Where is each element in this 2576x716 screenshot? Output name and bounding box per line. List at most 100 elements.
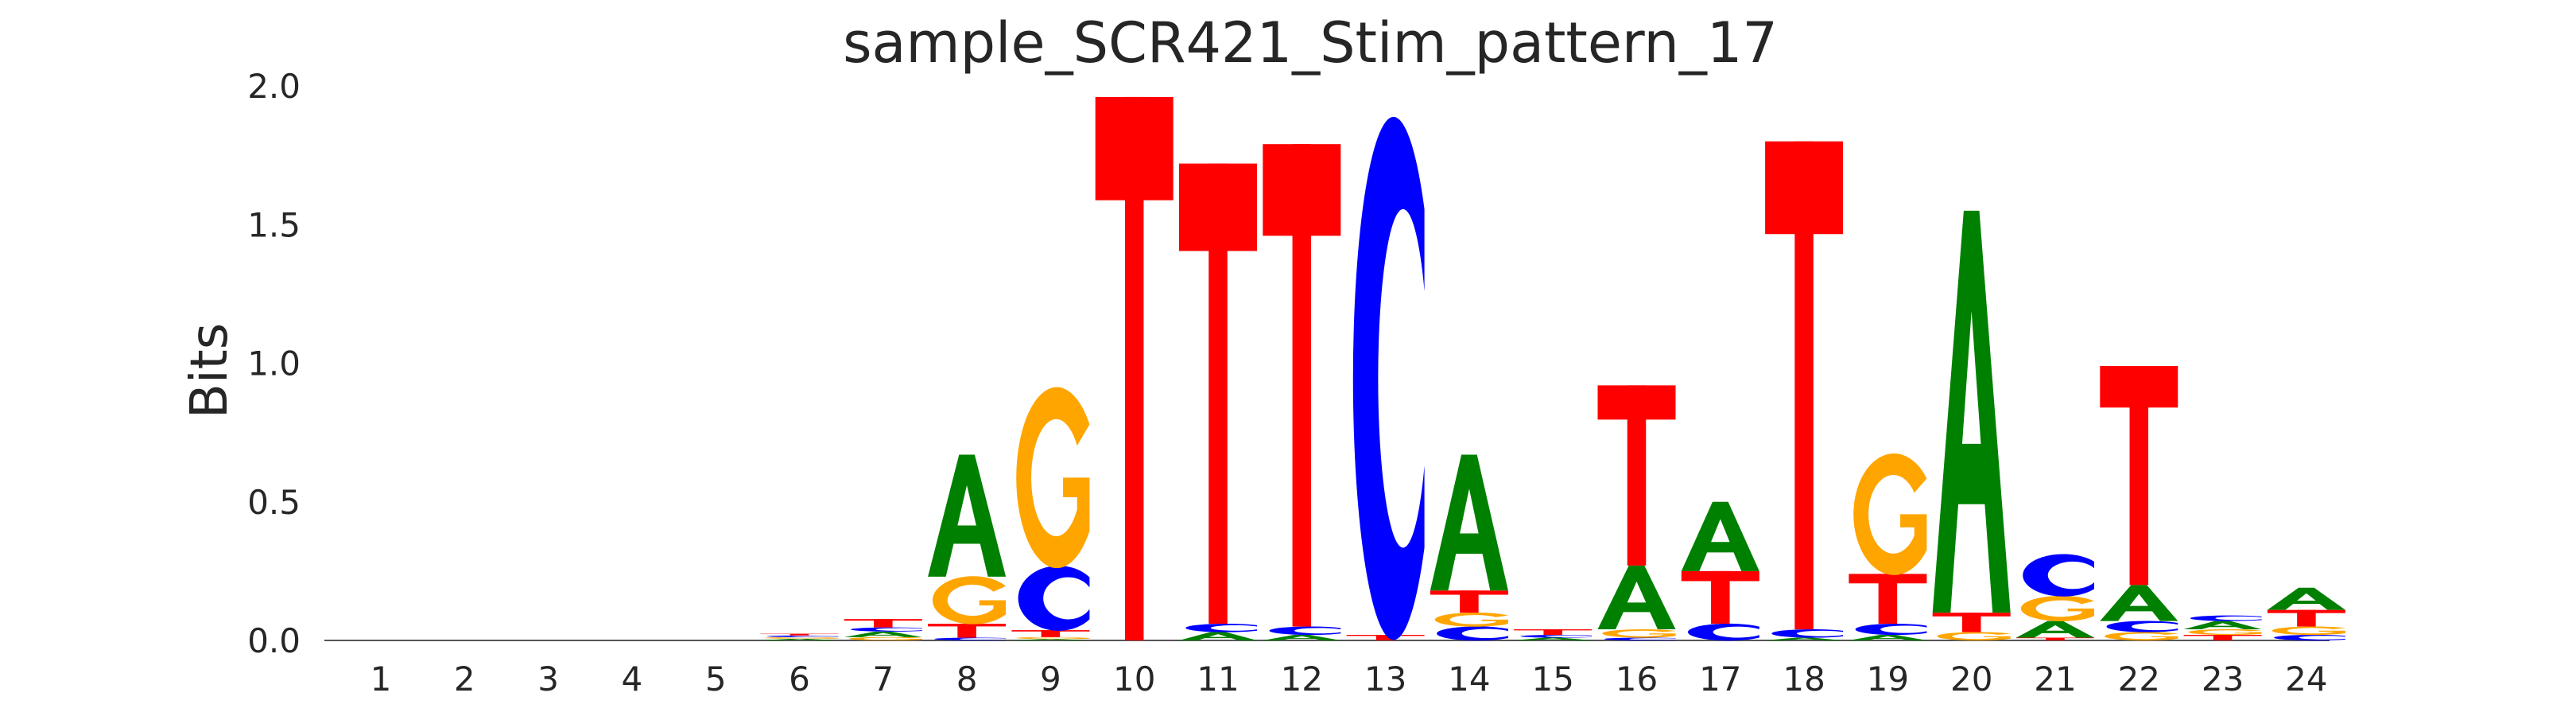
x-tick-label: 10: [1113, 660, 1155, 698]
logo-letter-t: [2267, 609, 2345, 627]
x-tick-label: 22: [2118, 660, 2160, 698]
logo-letter-c: [1437, 626, 1508, 641]
logo-letter-c: [1352, 116, 1425, 640]
logo-letter-t: [1597, 385, 1676, 566]
x-tick-label: 21: [2034, 660, 2076, 698]
logo-letter-g: [2271, 626, 2345, 636]
logo-letter-t: [1681, 570, 1759, 625]
x-tick-label: 12: [1281, 660, 1323, 698]
logo-letter-g: [1434, 612, 1508, 627]
logo-letter-a: [1179, 632, 1257, 640]
logo-letter-t: [1849, 574, 1927, 625]
logo-letter-a: [1849, 635, 1927, 640]
logo-letter-c: [1604, 637, 1676, 641]
y-tick-label: 2.0: [247, 67, 301, 106]
x-tick-label: 5: [705, 660, 727, 698]
logo-letter-a: [2183, 621, 2262, 630]
x-tick-label: 19: [1867, 660, 1909, 698]
logo-letter-t: [2100, 365, 2178, 586]
logo-letter-c: [2190, 615, 2262, 621]
x-tick-label: 20: [1950, 660, 1992, 698]
x-tick-label: 4: [622, 660, 643, 698]
logo-letter-c: [1855, 623, 1927, 636]
x-tick-label: 17: [1699, 660, 1741, 698]
y-axis-ticks: 0.0 0.5 1.0 1.5 2.0: [247, 67, 301, 660]
logo-letter-t: [2183, 635, 2262, 640]
logo-letter-t: [1179, 163, 1257, 625]
logo-letter-a: [1263, 635, 1341, 640]
x-tick-label: 1: [370, 660, 392, 698]
logo-letter-c: [2106, 621, 2178, 632]
logo-letter-g: [1602, 628, 1676, 638]
logo-letter-a: [844, 631, 922, 637]
logo-letter-g: [1937, 632, 2011, 641]
logo-letter-t: [1346, 635, 1425, 640]
logo-letters: [760, 96, 2345, 641]
logo-letter-a: [2016, 621, 2094, 638]
logo-letter-c: [2023, 554, 2094, 597]
logo-letter-t: [760, 633, 839, 636]
logo-letter-g: [848, 636, 922, 641]
y-tick-label: 1.5: [247, 205, 301, 244]
x-tick-label: 18: [1783, 660, 1825, 698]
logo-letter-t: [1430, 590, 1508, 613]
logo-letter-a: [928, 454, 1007, 577]
y-axis-label: Bits: [180, 323, 239, 418]
logo-letter-g: [1853, 453, 1927, 575]
logo-letter-t: [1263, 144, 1341, 627]
logo-letter-c: [1269, 626, 1341, 636]
logo-letter-g: [765, 636, 839, 639]
x-axis-ticks: 1 2 3 4 5 6 7 8 9 10 11 12 13 14 15 16 17 18 19 20 21 22 23 24: [370, 660, 2328, 698]
x-tick-label: 8: [956, 660, 978, 698]
logo-letter-g: [932, 576, 1007, 625]
logo-letter-a: [1765, 637, 1844, 640]
y-tick-label: 0.0: [247, 621, 301, 660]
logo-letter-a: [2100, 585, 2178, 621]
logo-letter-g: [1016, 387, 1090, 569]
x-tick-label: 2: [454, 660, 475, 698]
x-tick-label: 9: [1040, 660, 1061, 698]
logo-letter-a: [1597, 565, 1676, 630]
x-tick-label: 24: [2285, 660, 2327, 698]
logo-letter-g: [2020, 595, 2094, 621]
logo-letter-t: [1095, 96, 1174, 640]
logo-letter-g: [1016, 636, 1090, 640]
y-tick-label: 0.5: [247, 483, 301, 522]
y-tick-label: 1.0: [247, 344, 301, 383]
logo-letter-c: [1687, 623, 1759, 641]
x-tick-label: 23: [2202, 660, 2244, 698]
logo-letter-c: [1018, 566, 1090, 631]
logo-letter-a: [1514, 637, 1593, 640]
x-tick-label: 16: [1616, 660, 1658, 698]
x-tick-label: 7: [872, 660, 894, 698]
logo-letter-c: [934, 637, 1007, 641]
logo-letter-t: [2016, 637, 2094, 640]
x-tick-label: 13: [1364, 660, 1406, 698]
logo-letter-t: [1765, 141, 1844, 630]
logo-letter-a: [2267, 587, 2345, 610]
logo-letter-t: [928, 624, 1007, 638]
logo-letter-c: [1771, 628, 1844, 638]
chart-title: sample_SCR421_Stim_pattern_17: [843, 10, 1778, 76]
logo-letter-t: [844, 619, 922, 628]
logo-letter-g: [2105, 632, 2178, 641]
logo-letter-c: [2274, 634, 2345, 641]
logo-letter-c: [1520, 634, 1593, 638]
logo-letter-a: [760, 638, 839, 640]
logo-letter-a: [1681, 501, 1759, 571]
x-tick-label: 14: [1448, 660, 1490, 698]
x-tick-label: 6: [789, 660, 810, 698]
logo-letter-t: [1932, 613, 2011, 632]
logo-letter-t: [1514, 629, 1593, 636]
x-tick-label: 11: [1197, 660, 1239, 698]
logo-letter-t: [1011, 630, 1090, 637]
logo-letter-c: [1185, 623, 1257, 632]
logo-letter-c: [850, 627, 922, 632]
logo-letter-a: [1011, 639, 1090, 640]
logo-letter-c: [766, 635, 839, 637]
logo-letter-g: [2188, 628, 2262, 636]
x-tick-label: 3: [537, 660, 559, 698]
logo-letter-a: [1932, 210, 2011, 613]
x-tick-label: 15: [1531, 660, 1573, 698]
